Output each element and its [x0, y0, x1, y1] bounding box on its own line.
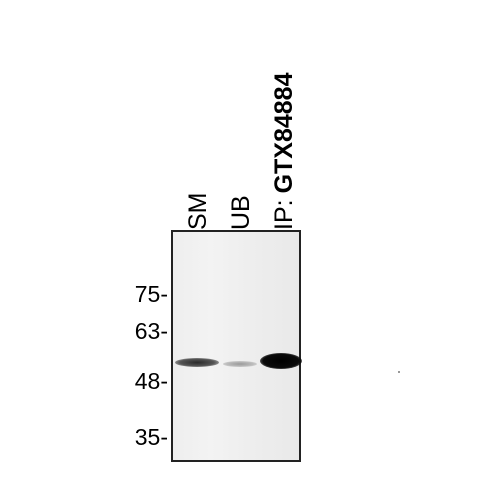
lane-label-ip: IP: GTX84884	[270, 72, 298, 231]
marker-35: 35-	[135, 426, 168, 449]
marker-75-text: 75-	[134, 281, 168, 307]
marker-63-text: 63-	[134, 318, 168, 344]
marker-48-text: 48-	[134, 368, 168, 394]
lane-label-ub-text: UB	[227, 195, 255, 230]
lane-label-ub: UB	[227, 195, 255, 230]
image-speck	[398, 371, 400, 373]
band-ub	[223, 361, 257, 367]
band-ip	[260, 353, 302, 369]
lane-label-sm: SM	[184, 192, 212, 231]
lane-label-ip-text: IP:	[270, 199, 298, 230]
marker-63: 63-	[135, 320, 168, 343]
marker-48: 48-	[135, 370, 168, 393]
lane-label-sm-text: SM	[184, 192, 212, 231]
band-sm	[175, 358, 219, 367]
western-blot-panel	[171, 230, 302, 462]
marker-35-text: 35-	[134, 424, 168, 450]
antibody-label: GTX84884	[270, 72, 298, 194]
marker-75: 75-	[135, 283, 168, 306]
